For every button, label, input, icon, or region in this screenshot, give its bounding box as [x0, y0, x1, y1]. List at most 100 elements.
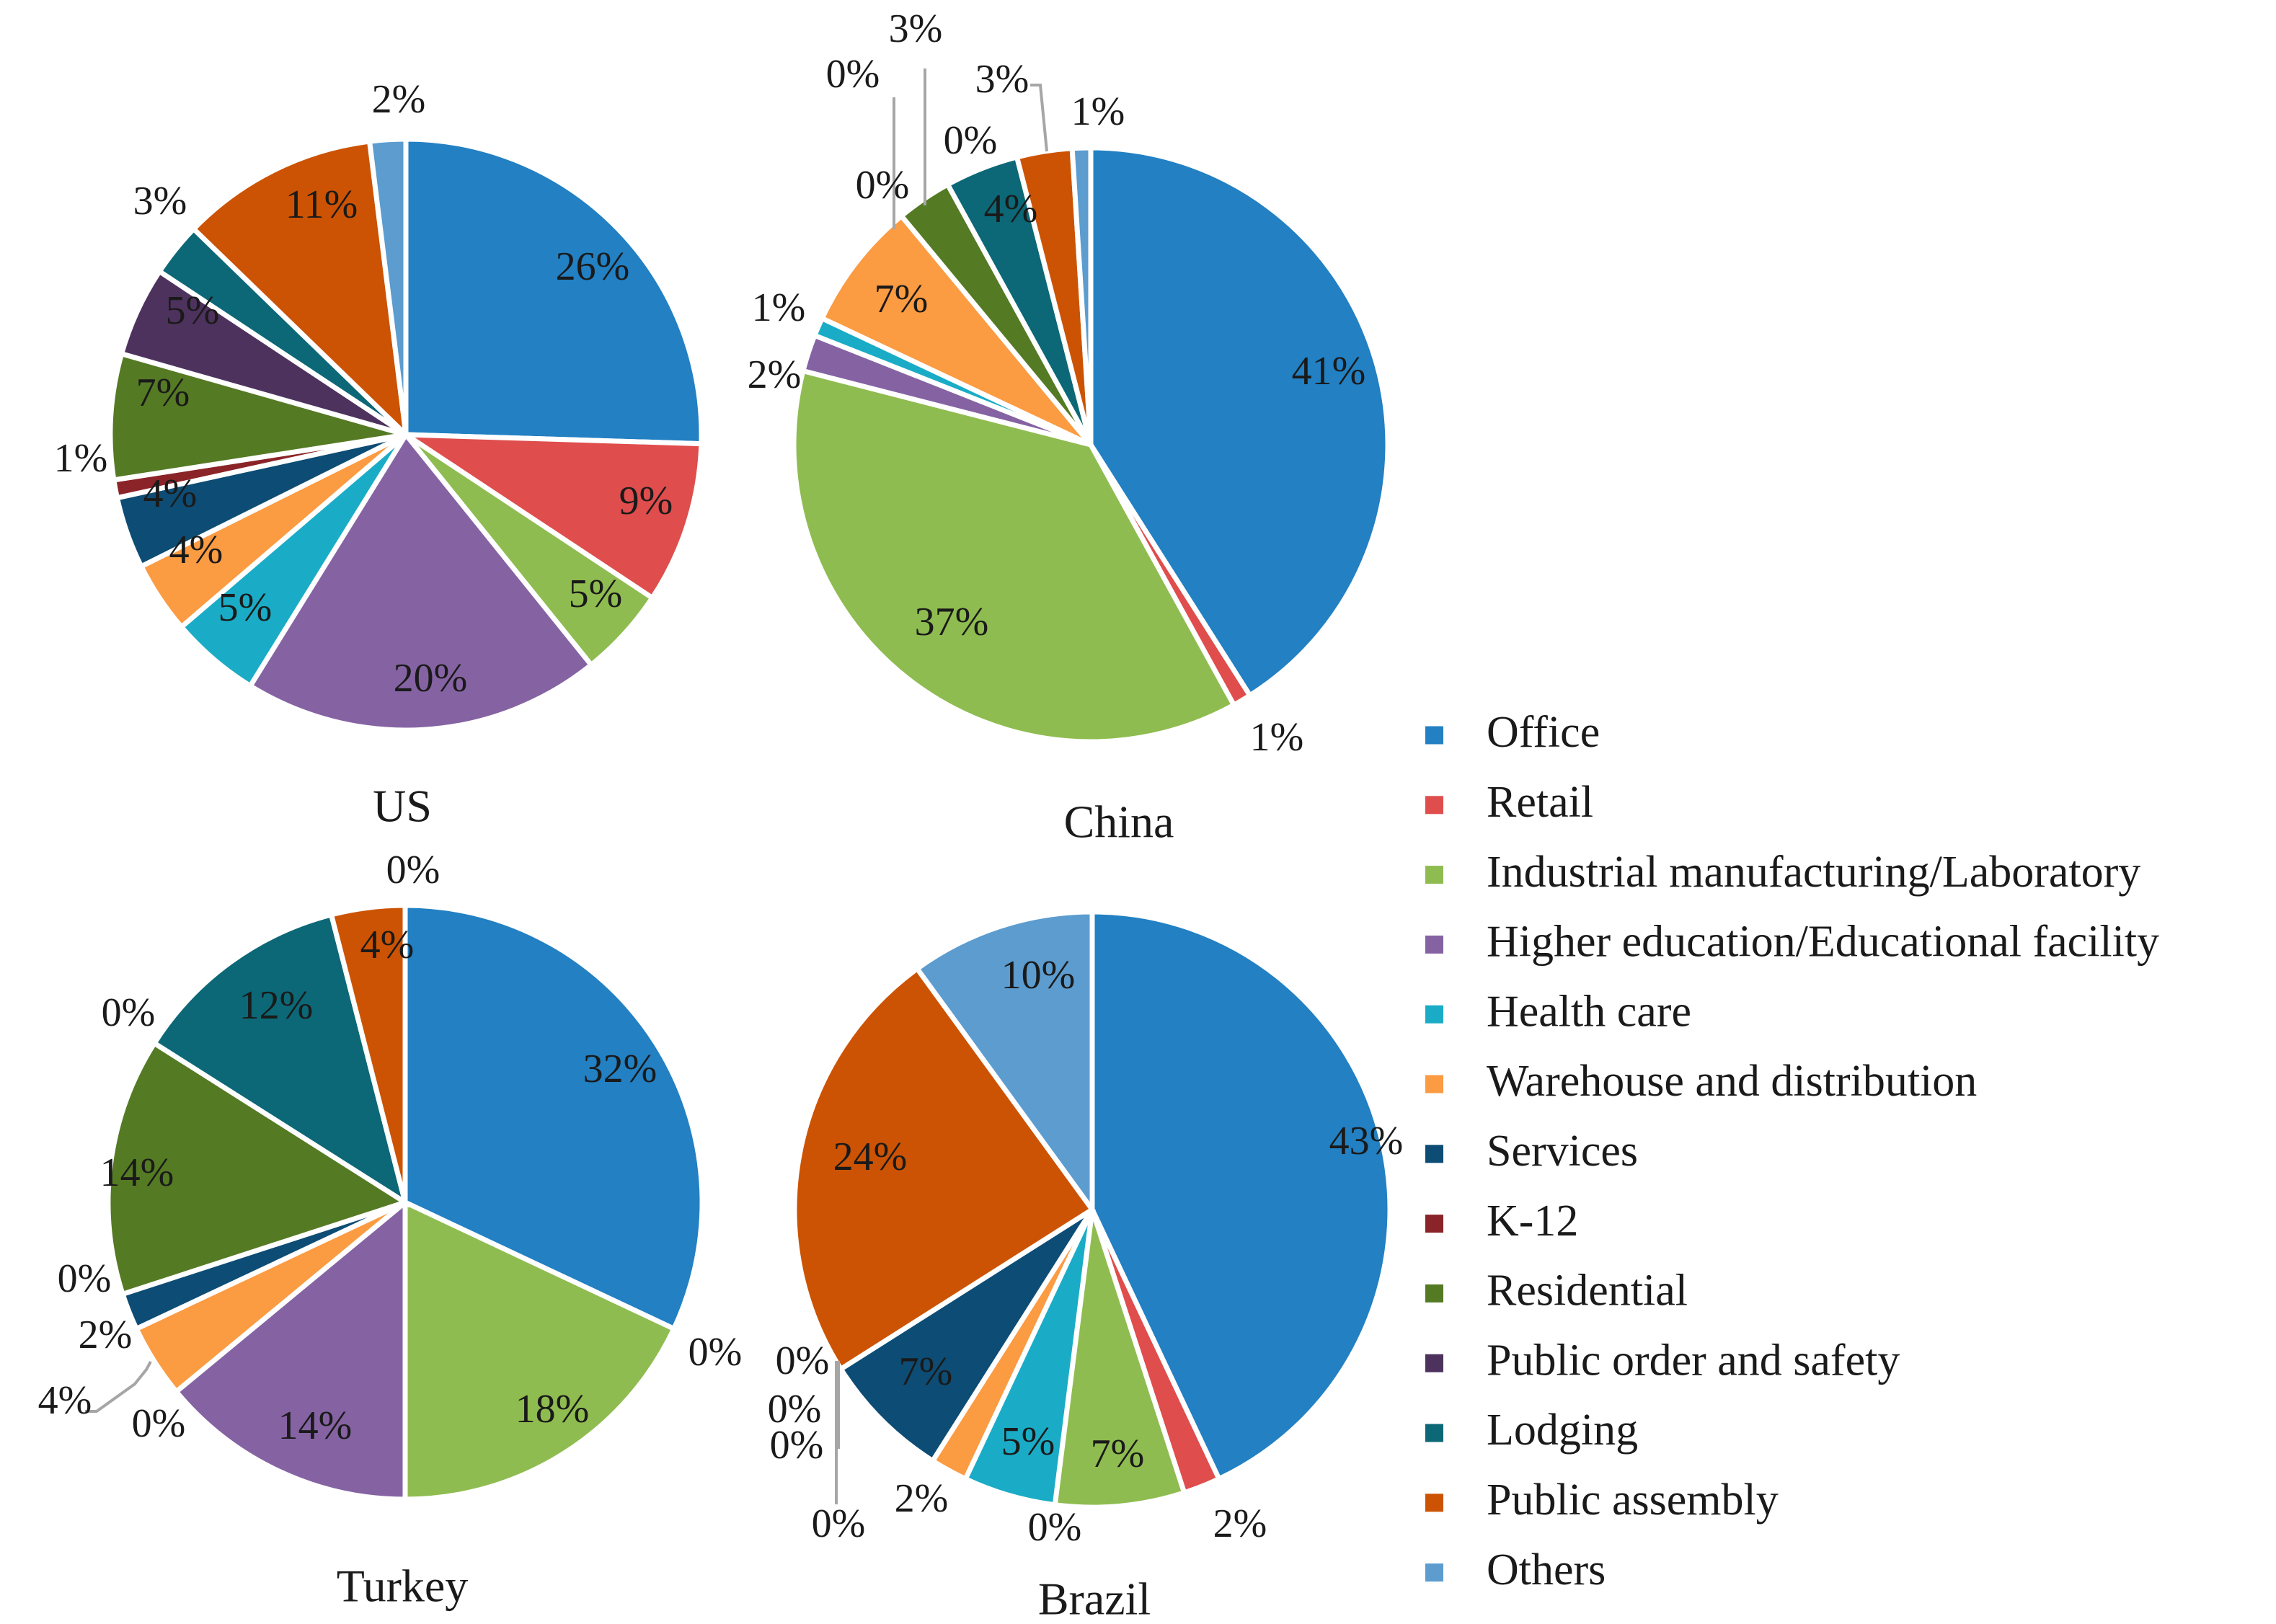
data-label-us-retail: 9% — [619, 479, 673, 523]
slice-us-public-assembly: Public assembly: 11% — [190, 138, 409, 442]
legend-label: Public order and safety — [1487, 1336, 1900, 1385]
legend-label: Warehouse and distribution — [1487, 1057, 1977, 1106]
data-label-turkey-lodging: 12% — [239, 983, 314, 1028]
data-label-us-residential: 7% — [136, 370, 190, 415]
legend-label: Services — [1487, 1127, 1638, 1176]
pie-caption-china: China — [1064, 797, 1174, 848]
pie-brazil: Office: 43%Retail: 2%Industrial manufact… — [768, 909, 1404, 1624]
legend-item-k-12: K-12 — [1425, 1197, 1578, 1246]
data-label-brazil-health-care: 5% — [1001, 1419, 1055, 1464]
legend-label: Industrial manufacturing/Laboratory — [1487, 848, 2140, 897]
legend-label: K-12 — [1487, 1197, 1578, 1246]
legend-label: Office — [1487, 708, 1600, 757]
slice-turkey-office: Office: 32% — [402, 902, 705, 1333]
data-label-china-k-12: 0% — [856, 163, 910, 208]
legend-swatch — [1425, 796, 1443, 815]
slice-turkey-public-assembly: Public assembly: 4% — [328, 902, 408, 1203]
data-label-turkey-retail: 0% — [688, 1330, 743, 1375]
legend-label: Higher education/Educational facility — [1487, 918, 2159, 967]
legend-swatch — [1425, 1145, 1443, 1163]
legend-swatch — [1425, 1075, 1443, 1093]
data-label-turkey-public-assembly: 4% — [360, 923, 415, 967]
data-label-china-health-care: 1% — [752, 285, 806, 330]
legend-item-others: Others — [1425, 1545, 1606, 1594]
data-label-brazil-lodging: 0% — [812, 1501, 866, 1546]
slice-us-office: Office: 26% — [403, 136, 704, 447]
legend-swatch — [1425, 1563, 1443, 1582]
legend-item-office: Office — [1425, 708, 1600, 757]
pie-us: Office: 26%Retail: 9%Industrial manufact… — [54, 77, 704, 832]
legend-item-health-care: Health care — [1425, 987, 1691, 1036]
slice-turkey-lodging: Lodging: 12% — [151, 911, 409, 1208]
legend-swatch — [1425, 1005, 1443, 1024]
data-label-china-public-assembly: 3% — [975, 57, 1029, 102]
legend-label: Public assembly — [1487, 1476, 1779, 1525]
legend-item-public-assembly: Public assembly — [1425, 1476, 1779, 1525]
legend-swatch — [1425, 866, 1443, 884]
slice-us-higher-education-educational-facility: Higher education/Educational facility: 2… — [247, 430, 595, 733]
data-label-china-retail: 1% — [1250, 715, 1304, 760]
legend-swatch — [1425, 1354, 1443, 1372]
leader-line — [85, 1361, 152, 1413]
data-label-us-services: 4% — [143, 471, 198, 516]
slice-brazil-others: Others: 10% — [913, 909, 1095, 1217]
slice-china-industrial-manufacturing-laboratory: Industrial manufacturing/Laboratory: 37% — [791, 368, 1238, 745]
legend-item-retail: Retail — [1425, 778, 1593, 827]
legend: Office Retail Industrial manufacturing/Lab… — [1425, 708, 2159, 1594]
legend-swatch — [1425, 726, 1443, 745]
data-label-brazil-retail: 2% — [1213, 1501, 1267, 1546]
legend-swatch — [1425, 1494, 1443, 1512]
data-label-china-residential: 3% — [889, 6, 943, 51]
data-label-turkey-services: 2% — [79, 1313, 133, 1357]
slice-china-others: Others: 1% — [1069, 145, 1094, 445]
data-label-brazil-public-assembly: 24% — [833, 1135, 908, 1179]
legend-item-services: Services — [1425, 1127, 1638, 1176]
data-label-brazil-others: 10% — [1001, 953, 1076, 998]
legend-label: Retail — [1487, 778, 1593, 827]
data-label-us-industrial-manufacturing-laboratory: 5% — [569, 572, 623, 616]
data-label-us-health-care: 5% — [218, 585, 273, 630]
data-label-turkey-k-12: 0% — [58, 1256, 112, 1301]
legend-label: Others — [1487, 1545, 1606, 1594]
data-label-turkey-warehouse-and-distribution: 4% — [38, 1378, 92, 1423]
data-label-china-warehouse-and-distribution: 7% — [874, 277, 929, 321]
data-label-us-public-assembly: 11% — [285, 182, 358, 227]
slice-us-residential: Residential: 7% — [107, 350, 407, 483]
data-label-us-others: 2% — [372, 77, 426, 122]
legend-label: Residential — [1487, 1266, 1688, 1315]
pie-caption-turkey: Turkey — [337, 1561, 469, 1612]
data-label-china-lodging: 4% — [984, 187, 1038, 231]
pie-caption-us: US — [373, 781, 432, 832]
data-label-china-others: 1% — [1071, 89, 1125, 134]
slice-brazil-services: Services: 7% — [837, 1207, 1094, 1465]
data-label-china-higher-education-educational-facility: 2% — [748, 352, 802, 397]
data-label-brazil-higher-education-educational-facility: 0% — [1028, 1505, 1082, 1550]
slice-turkey-industrial-manufacturing-laboratory: Industrial manufacturing/Laboratory: 18% — [402, 1198, 678, 1502]
pie-turkey: Office: 32%Industrial manufacturing/Labo… — [38, 848, 743, 1612]
data-label-turkey-others: 0% — [386, 848, 440, 892]
data-label-us-office: 26% — [556, 244, 630, 289]
data-label-us-warehouse-and-distribution: 4% — [169, 528, 223, 572]
slice-china-warehouse-and-distribution: Warehouse and distribution: 7% — [818, 212, 1093, 448]
data-label-brazil-services: 7% — [899, 1349, 953, 1394]
slice-brazil-office: Office: 43% — [1089, 909, 1393, 1483]
legend-item-public-order-and-safety: Public order and safety — [1425, 1336, 1900, 1385]
data-label-us-k-12: 1% — [54, 436, 108, 481]
data-label-us-higher-education-educational-facility: 20% — [394, 656, 468, 701]
slice-turkey-higher-education-educational-facility: Higher education/Educational facility: 1… — [172, 1197, 408, 1502]
legend-swatch — [1425, 935, 1443, 954]
data-label-brazil-k-12: 0% — [776, 1339, 830, 1383]
data-label-turkey-residential: 14% — [100, 1150, 174, 1195]
data-label-turkey-public-order-and-safety: 0% — [102, 990, 156, 1035]
data-label-china-services: 0% — [826, 52, 880, 97]
legend-label: Lodging — [1487, 1406, 1638, 1455]
legend-item-residential: Residential — [1425, 1266, 1688, 1315]
data-label-brazil-industrial-manufacturing-laboratory: 7% — [1091, 1432, 1145, 1476]
data-label-brazil-office: 43% — [1329, 1119, 1404, 1163]
data-label-turkey-health-care: 0% — [132, 1401, 186, 1446]
data-label-brazil-public-order-and-safety: 0% — [770, 1423, 824, 1468]
legend-item-industrial-manufacturing-laboratory: Industrial manufacturing/Laboratory — [1425, 848, 2140, 897]
slice-turkey-residential: Residential: 14% — [105, 1039, 412, 1297]
